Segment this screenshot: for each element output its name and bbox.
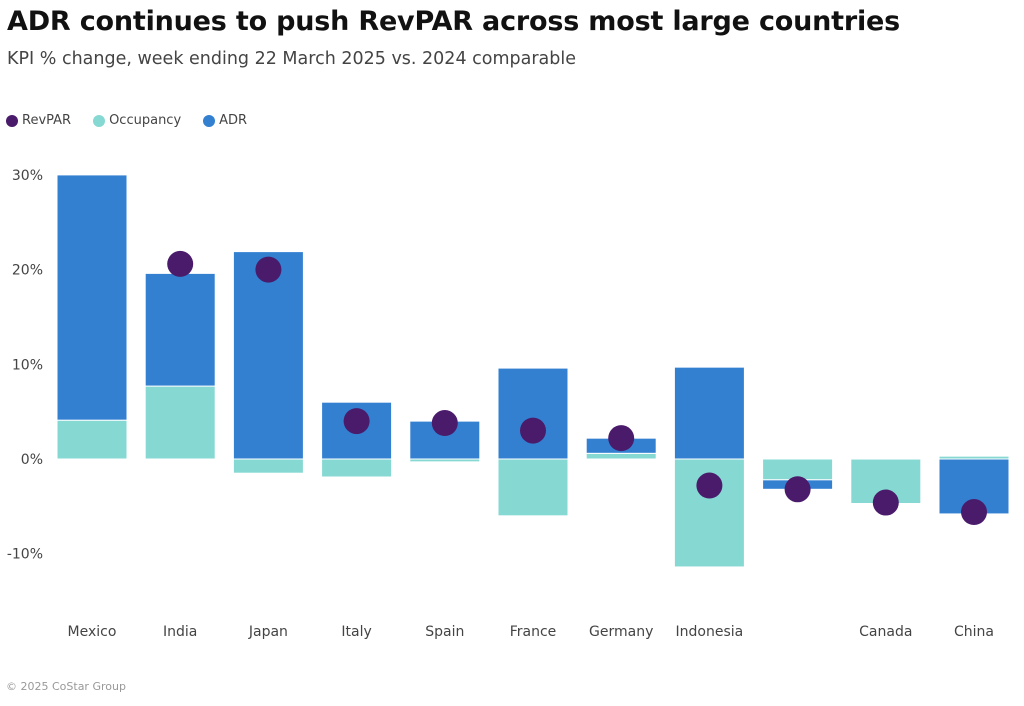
y-tick-label: 0% [21, 452, 43, 468]
legend-item-revpar[interactable]: RevPAR [6, 113, 71, 128]
dot-revpar[interactable] [520, 417, 546, 444]
bar-occupancy[interactable] [321, 458, 393, 478]
x-category-label: Spain [425, 624, 464, 640]
x-category-label: China [954, 624, 994, 640]
bar-occupancy[interactable] [497, 458, 569, 517]
legend-label-occupancy: Occupancy [109, 113, 182, 128]
bar-occupancy[interactable] [144, 385, 216, 460]
dot-revpar[interactable] [872, 489, 899, 516]
legend-swatch-occupancy [93, 114, 106, 127]
legend: RevPAR Occupancy ADR [6, 113, 247, 128]
bar-adr[interactable] [232, 251, 304, 460]
dot-revpar[interactable] [343, 408, 370, 435]
legend-label-adr: ADR [219, 113, 248, 128]
bar-adr[interactable] [56, 174, 128, 421]
legend-item-adr[interactable]: ADR [203, 113, 247, 128]
copyright-footer: © 2025 CoStar Group [6, 680, 126, 693]
legend-item-occupancy[interactable]: Occupancy [93, 113, 181, 128]
dot-revpar[interactable] [696, 472, 723, 499]
x-category-label: Germany [589, 624, 653, 640]
y-tick-label: 20% [12, 263, 43, 279]
y-tick-label: -10% [7, 547, 43, 563]
dot-revpar[interactable] [784, 476, 811, 503]
bar-occupancy[interactable] [585, 452, 657, 460]
dot-revpar[interactable] [608, 425, 635, 452]
x-category-label: Mexico [68, 624, 117, 640]
dot-revpar[interactable] [431, 410, 458, 437]
x-category-label: France [510, 624, 557, 640]
bar-adr[interactable] [497, 367, 569, 460]
legend-swatch-adr [203, 114, 216, 127]
x-category-label: Canada [859, 624, 912, 640]
dot-revpar[interactable] [961, 499, 987, 526]
chart-subtitle: KPI % change, week ending 22 March 2025 … [7, 49, 577, 69]
bar-adr[interactable] [144, 272, 216, 387]
bar-adr[interactable] [850, 457, 922, 460]
x-category-label: Japan [248, 624, 288, 640]
x-category-label: Indonesia [676, 624, 744, 640]
y-tick-label: 30% [12, 168, 43, 184]
bar-occupancy[interactable] [232, 458, 304, 474]
bar-adr[interactable] [673, 366, 745, 460]
legend-label-revpar: RevPAR [22, 113, 72, 128]
dot-revpar[interactable] [167, 250, 194, 277]
x-category-label: India [163, 624, 197, 640]
chart-title: ADR continues to push RevPAR across most… [7, 6, 901, 37]
legend-swatch-revpar [6, 114, 18, 127]
x-category-label: Italy [341, 624, 371, 640]
y-tick-label: 10% [12, 357, 43, 373]
dot-revpar[interactable] [255, 256, 282, 283]
bar-occupancy[interactable] [56, 419, 128, 460]
